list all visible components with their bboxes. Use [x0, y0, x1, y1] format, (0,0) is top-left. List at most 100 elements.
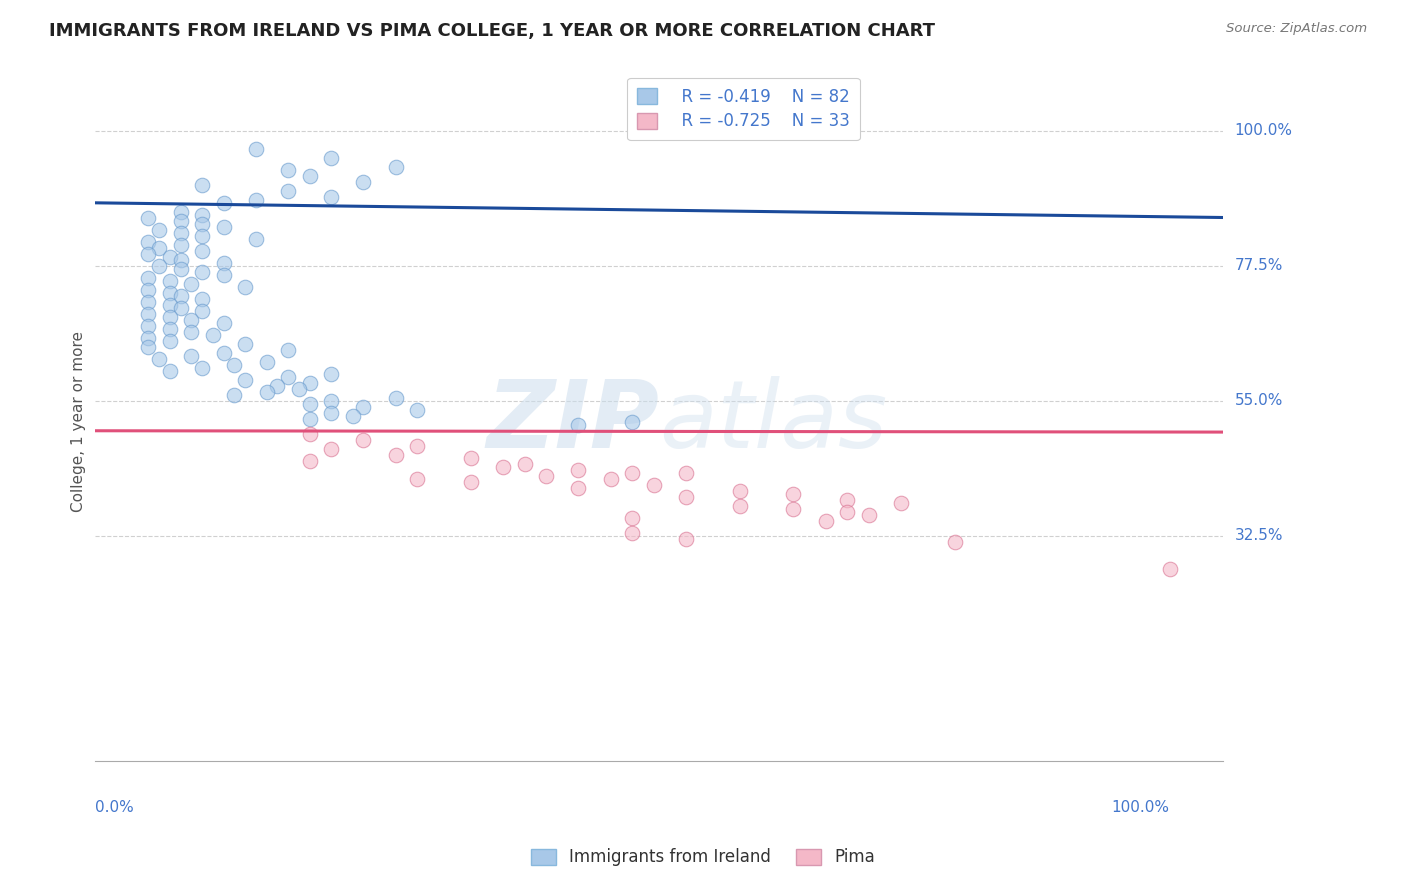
Point: [567, 417, 589, 432]
Point: [159, 274, 181, 288]
Point: [169, 252, 191, 267]
Point: [319, 442, 342, 456]
Point: [599, 472, 621, 486]
Point: [890, 496, 912, 510]
Point: [159, 285, 181, 300]
Point: [136, 235, 159, 249]
Text: 100.0%: 100.0%: [1234, 123, 1292, 138]
Point: [136, 307, 159, 321]
Point: [169, 204, 191, 219]
Point: [1159, 562, 1181, 576]
Point: [136, 318, 159, 333]
Point: [148, 223, 170, 237]
Point: [837, 505, 859, 519]
Point: [191, 208, 214, 222]
Point: [298, 454, 321, 468]
Point: [136, 247, 159, 261]
Point: [384, 391, 406, 405]
Point: [943, 534, 966, 549]
Point: [212, 195, 235, 210]
Point: [169, 261, 191, 276]
Point: [212, 268, 235, 282]
Point: [191, 244, 214, 258]
Point: [782, 501, 804, 516]
Point: [567, 463, 589, 477]
Legend:   R = -0.419    N = 82,   R = -0.725    N = 33: R = -0.419 N = 82, R = -0.725 N = 33: [627, 78, 859, 140]
Point: [233, 280, 256, 294]
Point: [621, 415, 644, 429]
Point: [621, 510, 644, 524]
Text: 32.5%: 32.5%: [1234, 528, 1284, 543]
Text: ZIP: ZIP: [486, 376, 659, 467]
Point: [728, 483, 751, 498]
Point: [191, 303, 214, 318]
Point: [212, 316, 235, 330]
Point: [169, 237, 191, 252]
Point: [298, 376, 321, 390]
Point: [675, 490, 697, 504]
Point: [406, 472, 429, 486]
Point: [191, 265, 214, 279]
Point: [136, 340, 159, 354]
Point: [245, 232, 267, 246]
Point: [782, 487, 804, 501]
Point: [266, 378, 288, 392]
Point: [180, 313, 202, 327]
Text: IMMIGRANTS FROM IRELAND VS PIMA COLLEGE, 1 YEAR OR MORE CORRELATION CHART: IMMIGRANTS FROM IRELAND VS PIMA COLLEGE,…: [49, 22, 935, 40]
Point: [159, 250, 181, 264]
Text: 0.0%: 0.0%: [94, 799, 134, 814]
Point: [567, 481, 589, 495]
Point: [148, 259, 170, 273]
Point: [212, 219, 235, 234]
Point: [224, 358, 246, 372]
Point: [277, 343, 299, 357]
Point: [169, 289, 191, 303]
Point: [352, 400, 374, 414]
Point: [169, 301, 191, 315]
Text: 100.0%: 100.0%: [1112, 799, 1170, 814]
Point: [136, 294, 159, 309]
Point: [277, 369, 299, 384]
Point: [191, 360, 214, 375]
Point: [728, 499, 751, 513]
Point: [169, 226, 191, 240]
Point: [460, 475, 482, 489]
Point: [159, 298, 181, 312]
Point: [858, 508, 880, 522]
Point: [621, 525, 644, 540]
Point: [643, 477, 665, 491]
Point: [136, 331, 159, 345]
Point: [191, 217, 214, 231]
Point: [180, 325, 202, 339]
Point: [814, 514, 837, 528]
Legend: Immigrants from Ireland, Pima: Immigrants from Ireland, Pima: [524, 842, 882, 873]
Point: [298, 397, 321, 411]
Point: [136, 283, 159, 297]
Point: [148, 241, 170, 255]
Point: [159, 364, 181, 378]
Point: [180, 277, 202, 291]
Point: [319, 151, 342, 165]
Point: [406, 439, 429, 453]
Point: [384, 160, 406, 174]
Point: [384, 448, 406, 462]
Point: [342, 409, 364, 423]
Point: [298, 411, 321, 425]
Point: [245, 193, 267, 207]
Point: [621, 466, 644, 480]
Point: [298, 426, 321, 441]
Point: [169, 214, 191, 228]
Point: [159, 334, 181, 348]
Point: [256, 355, 278, 369]
Point: [277, 184, 299, 198]
Point: [352, 433, 374, 447]
Point: [298, 169, 321, 183]
Point: [245, 142, 267, 156]
Point: [837, 492, 859, 507]
Point: [136, 270, 159, 285]
Point: [159, 322, 181, 336]
Text: 77.5%: 77.5%: [1234, 259, 1282, 273]
Text: atlas: atlas: [659, 376, 887, 467]
Point: [406, 402, 429, 417]
Point: [159, 310, 181, 324]
